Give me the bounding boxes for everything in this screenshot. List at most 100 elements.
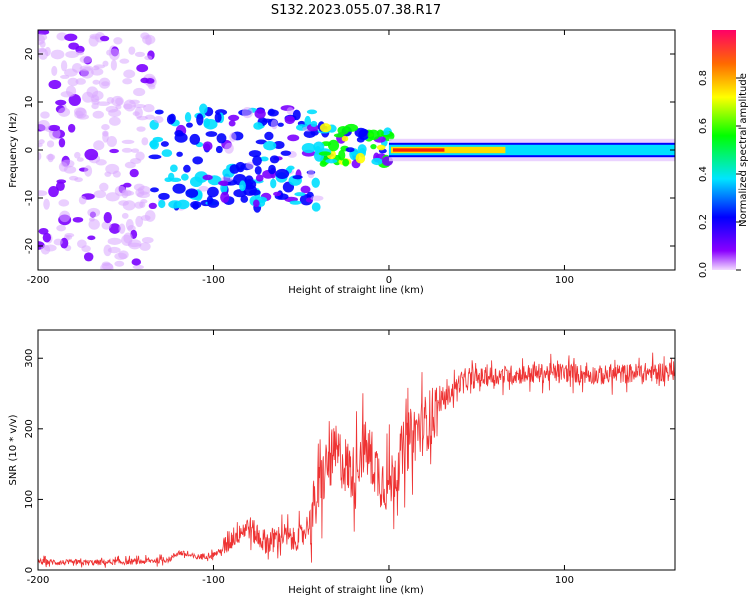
- heatmap-blob: [48, 79, 62, 90]
- heatmap-blob: [170, 164, 178, 173]
- heatmap-blob: [42, 232, 52, 243]
- heatmap-blob: [68, 175, 79, 181]
- heatmap-blob: [161, 149, 173, 157]
- heatmap-blob: [168, 172, 175, 181]
- heatmap-blob: [255, 139, 267, 145]
- heatmap-blob: [371, 157, 383, 166]
- heatmap-blob: [301, 142, 316, 154]
- heatmap-blob: [65, 85, 77, 97]
- heatmap-blob: [228, 114, 240, 122]
- heatmap-blob: [134, 51, 146, 58]
- heatmap-blob: [67, 77, 79, 87]
- heatmap-blob: [131, 148, 140, 153]
- heatmap-blob: [91, 68, 104, 76]
- heatmap-blob: [101, 124, 110, 131]
- heatmap-blob: [55, 99, 67, 106]
- snr-x-ticks: -200 -100 0 100: [27, 330, 574, 586]
- heatmap-blob: [148, 84, 156, 90]
- heatmap-blob: [99, 35, 110, 42]
- heatmap-blob: [38, 152, 42, 161]
- heatmap-blob: [38, 47, 47, 53]
- heatmap-blob: [51, 65, 58, 76]
- heatmap-blob: [215, 145, 223, 154]
- heatmap-blob: [91, 103, 99, 110]
- heatmap-blob: [267, 109, 279, 117]
- heatmap-blob: [137, 185, 151, 195]
- heatmap-blob: [310, 120, 318, 127]
- snr-y-label: SNR (10 * v/v): [8, 414, 19, 485]
- heatmap-blob: [40, 111, 50, 119]
- heatmap-blob: [310, 195, 324, 201]
- heatmap-blob: [268, 164, 276, 175]
- heatmap-blob: [358, 128, 370, 140]
- y-tick-label: 100: [24, 490, 35, 509]
- heatmap-blob: [240, 195, 249, 203]
- colorbar: 0.0 0.2 0.4 0.6 0.8 Normalized spectral ampl…: [698, 30, 749, 278]
- heatmap-blob: [140, 77, 149, 84]
- heatmap-blob: [78, 195, 87, 205]
- heatmap-blob: [376, 129, 384, 137]
- heatmap-blob: [119, 58, 130, 64]
- heatmap-blob: [68, 93, 81, 106]
- heatmap-blob: [376, 144, 386, 151]
- heatmap-blob: [68, 42, 80, 50]
- heatmap-blob: [130, 158, 142, 165]
- heatmap-blob: [59, 210, 71, 223]
- heatmap-blob: [307, 169, 315, 179]
- heatmap-blob: [174, 132, 188, 143]
- heatmap-blob: [48, 185, 59, 198]
- heatmap-blob: [102, 131, 109, 143]
- heatmap-blob: [206, 186, 219, 198]
- heatmap-blob: [264, 131, 274, 141]
- heatmap-blob: [123, 103, 133, 110]
- heatmap-blob: [76, 157, 84, 162]
- heatmap-blob: [48, 124, 61, 132]
- heatmap-blob: [76, 51, 84, 56]
- heatmap-blob: [99, 182, 109, 192]
- heatmap-blob: [154, 109, 164, 115]
- heatmap-blob: [87, 207, 101, 218]
- heatmap-blob: [65, 50, 79, 59]
- heatmap-blob: [128, 46, 136, 55]
- heatmap-blob: [47, 153, 54, 163]
- heatmap-blob: [259, 156, 269, 162]
- heatmap-blob: [133, 87, 146, 97]
- heatmap-blob: [53, 238, 63, 246]
- heatmap-blob: [113, 37, 123, 45]
- heatmap-blob: [111, 95, 124, 107]
- heatmap-blob: [114, 260, 125, 267]
- heatmap-blob: [289, 200, 302, 205]
- x-tick-label: 0: [386, 275, 392, 286]
- heatmap-blob: [319, 161, 327, 167]
- heatmap-blob: [131, 258, 142, 266]
- colorbar-tick-label: 0.8: [698, 70, 709, 86]
- x-tick-label: -200: [27, 575, 50, 586]
- heatmap-blob: [123, 69, 136, 79]
- heatmap-blob: [287, 134, 300, 142]
- heatmap-blob: [109, 48, 120, 61]
- heatmap-blob: [103, 244, 112, 257]
- heatmap-blob: [228, 120, 236, 127]
- heatmap-blob: [122, 78, 133, 85]
- heatmap-blob: [75, 78, 86, 85]
- heatmap-blob: [106, 135, 118, 148]
- heatmap-blob: [38, 139, 45, 145]
- heatmap-blob: [58, 199, 70, 207]
- heatmap-blob: [300, 185, 311, 194]
- heatmap-blob: [190, 201, 202, 209]
- colorbar-ticks: 0.0 0.2 0.4 0.6 0.8: [698, 70, 741, 278]
- heatmap-blob: [56, 224, 66, 232]
- heatmap-blob: [71, 63, 83, 73]
- x-tick-label: -100: [202, 575, 225, 586]
- heatmap-blob: [319, 123, 332, 133]
- carrier-band-core: [392, 148, 445, 152]
- x-tick-label: 100: [555, 575, 574, 586]
- colorbar-tick-label: 0.6: [698, 118, 709, 134]
- heatmap-blob: [88, 217, 95, 222]
- heatmap-blob: [370, 143, 377, 150]
- heatmap-blob: [186, 122, 193, 128]
- heatmap-blob: [148, 202, 157, 210]
- heatmap-blob: [185, 188, 199, 199]
- heatmap-blob: [43, 244, 57, 252]
- heatmap-blob: [141, 137, 149, 146]
